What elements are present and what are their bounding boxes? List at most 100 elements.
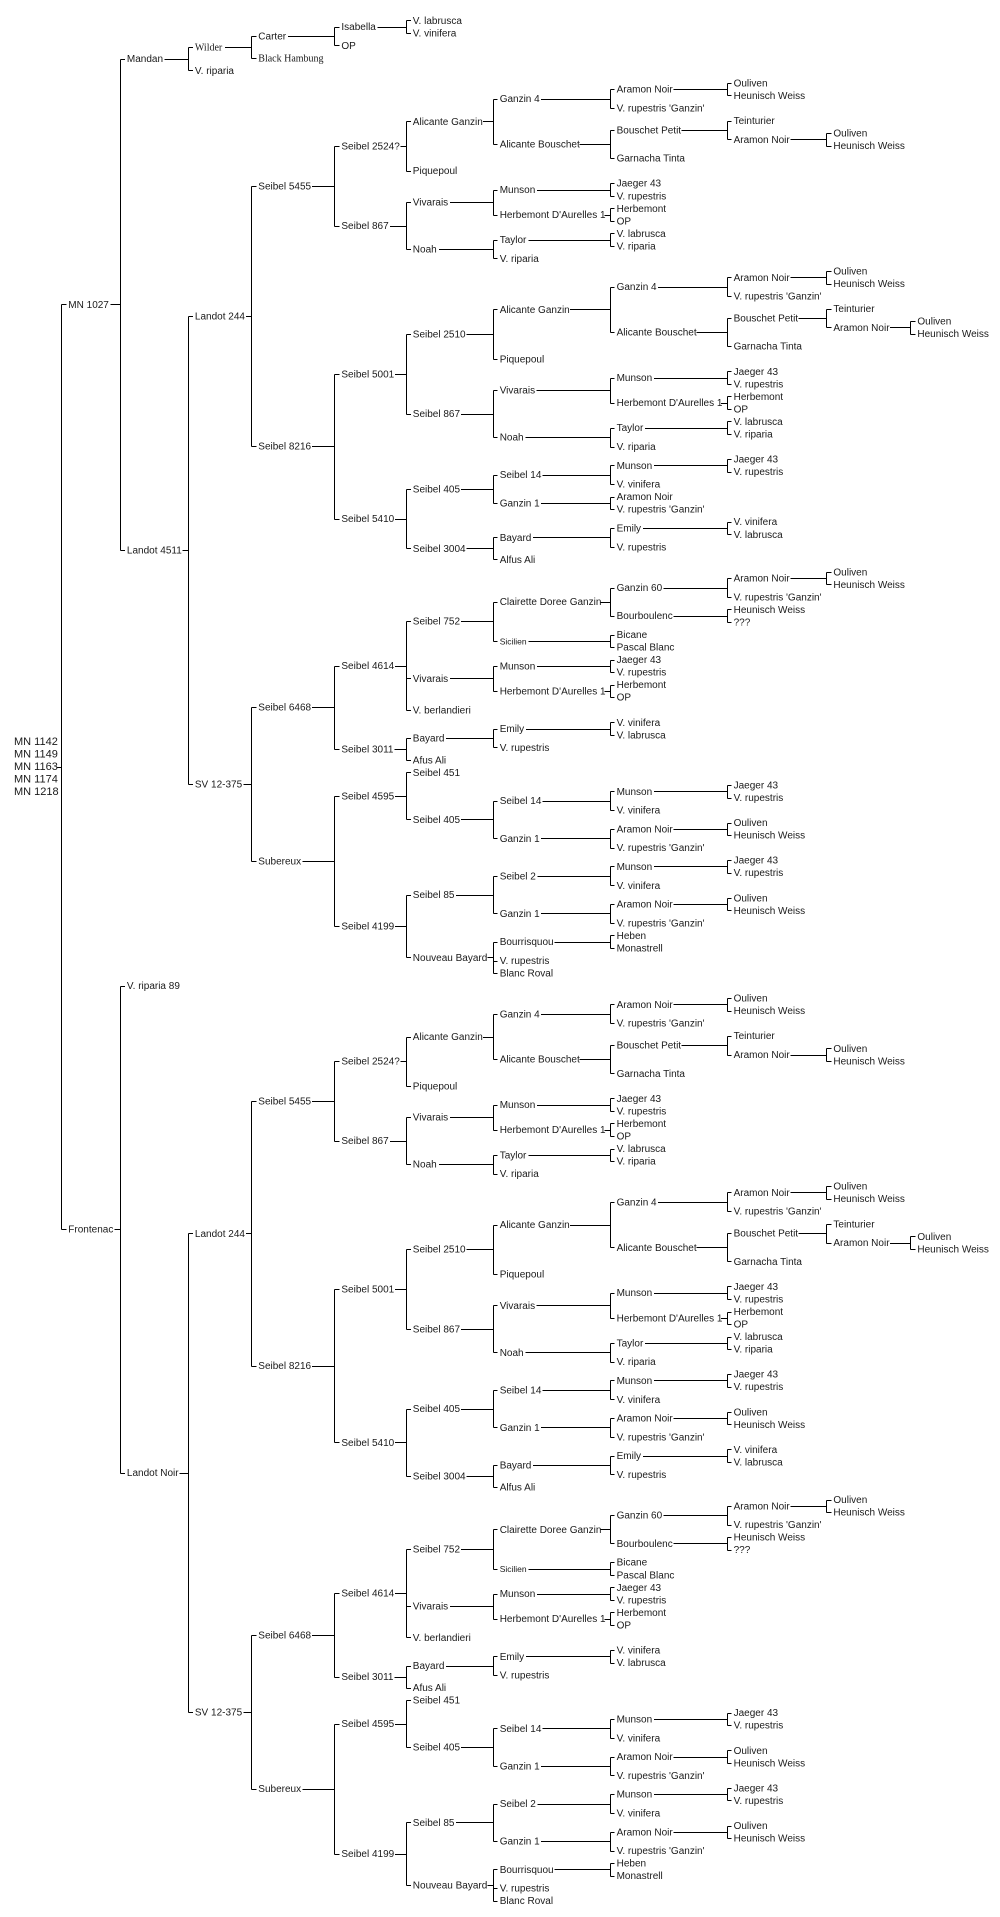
cultivar-herbemont: Herbemont bbox=[734, 1307, 784, 1318]
cultivar-ouliven: Ouliven bbox=[833, 129, 867, 140]
cultivar-mn-1174: MN 1174 bbox=[14, 774, 58, 786]
cultivar-ganzin-60: Ganzin 60 bbox=[617, 583, 663, 594]
cultivar-bourrisquou: Bourrisquou bbox=[500, 937, 554, 948]
tree-connectors bbox=[56, 20, 916, 1902]
cultivar-v-berlandieri: V. berlandieri bbox=[413, 1633, 471, 1644]
cultivar-seibel-405: Seibel 405 bbox=[413, 1743, 461, 1754]
cultivar-ganzin-1: Ganzin 1 bbox=[500, 1762, 540, 1773]
cultivar-v-labrusca: V. labrusca bbox=[734, 417, 784, 428]
cultivar-herbemont-daurelles-1: Herbemont D'Aurelles 1 bbox=[617, 398, 723, 409]
cultivar-pascal-blanc: Pascal Blanc bbox=[617, 643, 675, 654]
cultivar-munson: Munson bbox=[500, 1589, 536, 1600]
cultivar-v-rupestris-ganzin: V. rupestris 'Ganzin' bbox=[617, 843, 705, 854]
cultivar-emily: Emily bbox=[617, 1451, 641, 1462]
cultivar-alicante-bouschet: Alicante Bouschet bbox=[500, 140, 580, 151]
cultivar-bicane: Bicane bbox=[617, 1558, 648, 1569]
cultivar-seibel-2: Seibel 2 bbox=[500, 1799, 537, 1810]
cultivar-v-rupestris: V. rupestris bbox=[617, 191, 667, 202]
cultivar-nouveau-bayard: Nouveau Bayard bbox=[413, 953, 488, 964]
cultivar-v-labrusca: V. labrusca bbox=[617, 1658, 667, 1669]
cultivar-ouliven: Ouliven bbox=[734, 1407, 768, 1418]
cultivar-seibel-4595: Seibel 4595 bbox=[341, 792, 394, 803]
cultivar-alicante-bouschet: Alicante Bouschet bbox=[617, 328, 697, 339]
cultivar-v-vinifera: V. vinifera bbox=[617, 480, 661, 491]
cultivar-aramon-noir: Aramon Noir bbox=[617, 1752, 674, 1763]
cultivar-v-labrusca: V. labrusca bbox=[617, 730, 667, 741]
cultivar-op: OP bbox=[734, 404, 749, 415]
cultivar-garnacha-tinta: Garnacha Tinta bbox=[734, 1257, 803, 1268]
cultivar-sicilien: Sicilien bbox=[500, 636, 527, 646]
cultivar-op: OP bbox=[617, 1132, 632, 1143]
cultivar-seibel-5001: Seibel 5001 bbox=[341, 1285, 394, 1296]
cultivar-heunisch-weiss: Heunisch Weiss bbox=[734, 605, 806, 616]
cultivar-landot-noir: Landot Noir bbox=[127, 1468, 179, 1479]
cultivar-aramon-noir: Aramon Noir bbox=[617, 900, 674, 911]
cultivar-op: OP bbox=[617, 216, 632, 227]
cultivar-jaeger-43: Jaeger 43 bbox=[734, 1370, 779, 1381]
cultivar-mn-1027: MN 1027 bbox=[68, 300, 109, 311]
cultivar-seibel-405: Seibel 405 bbox=[413, 1404, 461, 1415]
cultivar-seibel-85: Seibel 85 bbox=[413, 1818, 455, 1829]
cultivar-seibel-405: Seibel 405 bbox=[413, 815, 461, 826]
cultivar-monastrell: Monastrell bbox=[617, 1871, 663, 1882]
cultivar-v-labrusca: V. labrusca bbox=[413, 16, 463, 27]
cultivar-alicante-ganzin: Alicante Ganzin bbox=[413, 1032, 483, 1043]
cultivar-bouschet-petit: Bouschet Petit bbox=[734, 314, 799, 325]
cultivar-seibel-451: Seibel 451 bbox=[413, 1696, 461, 1707]
cultivar-aramon-noir: Aramon Noir bbox=[734, 1501, 791, 1512]
cultivar-heunisch-weiss: Heunisch Weiss bbox=[917, 329, 989, 340]
cultivar-bayard: Bayard bbox=[413, 734, 445, 745]
cultivar-seibel-85: Seibel 85 bbox=[413, 890, 455, 901]
cultivar-munson: Munson bbox=[617, 1790, 653, 1801]
cultivar-munson: Munson bbox=[500, 1100, 536, 1111]
cultivar-ganzin-4: Ganzin 4 bbox=[617, 282, 657, 293]
cultivar-bayard: Bayard bbox=[413, 1661, 445, 1672]
cultivar-garnacha-tinta: Garnacha Tinta bbox=[617, 1069, 686, 1080]
cultivar-op: OP bbox=[617, 1620, 632, 1631]
cultivar-seibel-8216: Seibel 8216 bbox=[258, 1361, 311, 1372]
cultivar-v-riparia: V. riparia bbox=[617, 442, 657, 453]
cultivar-jaeger-43: Jaeger 43 bbox=[617, 655, 662, 666]
cultivar-bouschet-petit: Bouschet Petit bbox=[734, 1229, 799, 1240]
cultivar-ouliven: Ouliven bbox=[734, 79, 768, 90]
cultivar-v-vinifera: V. vinifera bbox=[617, 1395, 661, 1406]
cultivar-v-vinifera: V. vinifera bbox=[617, 1646, 661, 1657]
cultivar-heben: Heben bbox=[617, 1859, 646, 1870]
cultivar-teinturier: Teinturier bbox=[833, 304, 875, 315]
cultivar-: ??? bbox=[734, 1545, 751, 1556]
cultivar-mn-1149: MN 1149 bbox=[14, 749, 58, 761]
cultivar-v-rupestris-ganzin: V. rupestris 'Ganzin' bbox=[617, 505, 705, 516]
cultivar-v-riparia: V. riparia bbox=[195, 66, 235, 77]
cultivar-aramon-noir: Aramon Noir bbox=[617, 1414, 674, 1425]
cultivar-v-labrusca: V. labrusca bbox=[734, 530, 784, 541]
cultivar-v-labrusca: V. labrusca bbox=[734, 1332, 784, 1343]
cultivar-ganzin-1: Ganzin 1 bbox=[500, 1837, 540, 1848]
cultivar-jaeger-43: Jaeger 43 bbox=[734, 781, 779, 792]
cultivar-monastrell: Monastrell bbox=[617, 944, 663, 955]
cultivar-ouliven: Ouliven bbox=[917, 1232, 951, 1243]
cultivar-emily: Emily bbox=[500, 1652, 524, 1663]
cultivar-v-vinifera: V. vinifera bbox=[734, 1445, 778, 1456]
cultivar-ganzin-1: Ganzin 1 bbox=[500, 498, 540, 509]
cultivar-bayard: Bayard bbox=[500, 533, 532, 544]
cultivar-mandan: Mandan bbox=[127, 54, 163, 65]
cultivar-bouschet-petit: Bouschet Petit bbox=[617, 1041, 682, 1052]
cultivar-bourboulenc: Bourboulenc bbox=[617, 611, 673, 622]
cultivar-seibel-867: Seibel 867 bbox=[413, 1324, 461, 1335]
cultivar-seibel-4199: Seibel 4199 bbox=[341, 922, 394, 933]
cultivar-v-riparia: V. riparia bbox=[500, 1169, 540, 1180]
cultivar-aramon-noir: Aramon Noir bbox=[617, 85, 674, 96]
cultivar-jaeger-43: Jaeger 43 bbox=[734, 1783, 779, 1794]
cultivar-seibel-405: Seibel 405 bbox=[413, 484, 461, 495]
cultivar-herbemont-daurelles-1: Herbemont D'Aurelles 1 bbox=[617, 1313, 723, 1324]
cultivar-munson: Munson bbox=[617, 373, 653, 384]
cultivar-seibel-752: Seibel 752 bbox=[413, 617, 461, 628]
cultivar-v-rupestris: V. rupestris bbox=[734, 868, 784, 879]
cultivar-ganzin-4: Ganzin 4 bbox=[500, 94, 540, 105]
cultivar-v-rupestris-ganzin: V. rupestris 'Ganzin' bbox=[617, 918, 705, 929]
cultivar-v-rupestris-ganzin: V. rupestris 'Ganzin' bbox=[617, 1846, 705, 1857]
cultivar-sicilien: Sicilien bbox=[500, 1564, 527, 1574]
cultivar-op: OP bbox=[617, 693, 632, 704]
cultivar-seibel-4595: Seibel 4595 bbox=[341, 1719, 394, 1730]
